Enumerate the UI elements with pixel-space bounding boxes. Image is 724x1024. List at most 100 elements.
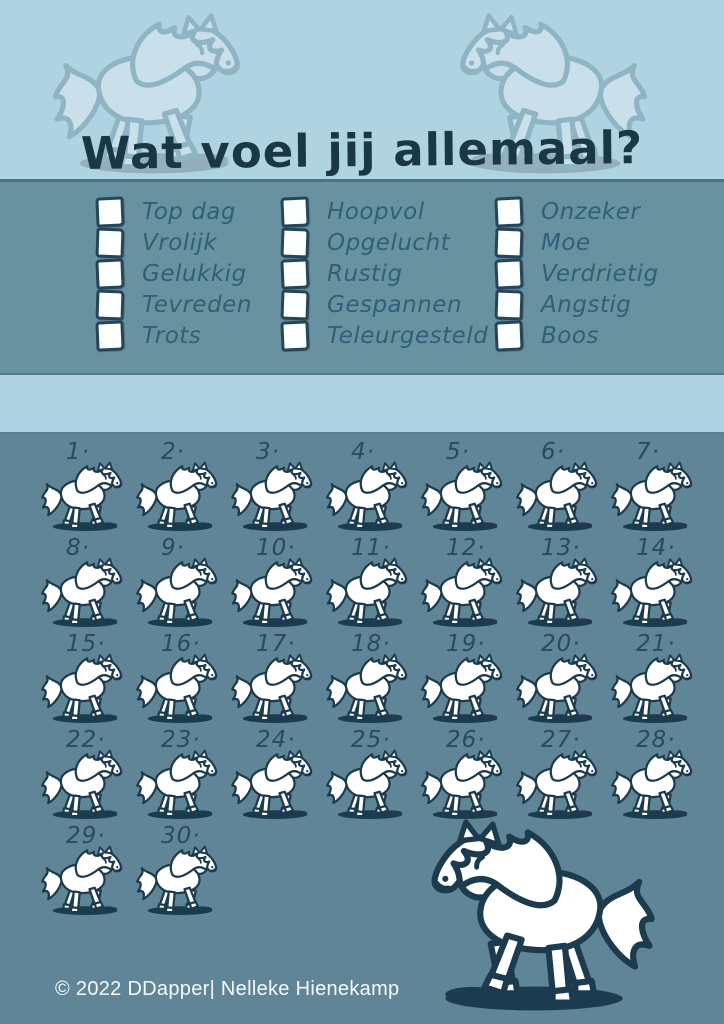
pony-cell-30: 30·	[135, 824, 230, 920]
checkbox-angstig[interactable]	[494, 289, 524, 320]
divider-band	[0, 375, 724, 434]
pony-icon	[422, 750, 502, 819]
feeling-row-rustig: Rustig	[280, 257, 488, 290]
pony-icon	[612, 654, 692, 723]
pony-cell-27: 27·	[515, 728, 610, 824]
pony-number: 20·	[541, 631, 581, 657]
pony-row-4: 22· 23· 24· 25· 26· 27· 28·	[0, 728, 724, 824]
pony-cell-26: 26·	[420, 728, 515, 824]
pony-row-5: 29· 30·	[0, 824, 724, 920]
pony-cell-13: 13·	[515, 536, 610, 632]
pony-number: 2·	[161, 439, 185, 465]
pony-number: 7·	[636, 439, 660, 465]
pony-icon	[612, 462, 692, 531]
pony-icon	[327, 462, 407, 531]
pony-number: 21·	[636, 631, 676, 657]
feeling-label: Tevreden	[142, 291, 252, 318]
pony-counting-grid: 1· 2· 3· 4· 5· 6· 7· 8· 9· 10· 11· 12· 13· 14· 15· 16· 1…	[0, 440, 724, 920]
pony-number: 6·	[541, 439, 565, 465]
pony-cell-16: 16·	[135, 632, 230, 728]
pony-icon	[232, 558, 312, 627]
checkbox-teleurgesteld[interactable]	[280, 319, 310, 352]
pony-number: 17·	[256, 631, 296, 657]
pony-icon	[42, 846, 122, 915]
pony-cell-20: 20·	[515, 632, 610, 728]
pony-icon	[137, 558, 217, 627]
feeling-row-teleurgesteld: Teleurgesteld	[280, 319, 488, 352]
pony-number: 10·	[256, 535, 296, 561]
feeling-label: Trots	[142, 322, 202, 349]
pony-cell-15: 15·	[40, 632, 135, 728]
checkbox-rustig[interactable]	[280, 257, 310, 290]
checkbox-vrolijk[interactable]	[95, 227, 125, 258]
feeling-label: Vrolijk	[142, 229, 218, 256]
feeling-label: Angstig	[541, 291, 632, 318]
feeling-row-trots: Trots	[95, 319, 252, 352]
pony-icon	[232, 462, 312, 531]
pony-row-3: 15· 16· 17· 18· 19· 20· 21·	[0, 632, 724, 728]
pony-cell-9: 9·	[135, 536, 230, 632]
pony-number: 23·	[161, 727, 201, 753]
pony-cell-18: 18·	[325, 632, 420, 728]
pony-icon	[517, 750, 597, 819]
pony-cell-24: 24·	[230, 728, 325, 824]
big-pony-icon	[408, 818, 660, 1016]
pony-icon	[137, 462, 217, 531]
copyright: © 2022 DDapper| Nelleke Hienekamp	[55, 978, 400, 1000]
checkbox-tevreden[interactable]	[95, 289, 125, 320]
checkbox-boos[interactable]	[494, 319, 524, 352]
feeling-row-gelukkig: Gelukkig	[95, 257, 252, 290]
checkbox-gespannen[interactable]	[280, 289, 310, 320]
pony-cell-4: 4·	[325, 440, 420, 536]
feeling-label: Gespannen	[327, 291, 463, 318]
feeling-label: Verdrietig	[541, 260, 659, 287]
checkbox-opgelucht[interactable]	[280, 227, 310, 258]
pony-row-1: 1· 2· 3· 4· 5· 6· 7·	[0, 440, 724, 536]
feeling-row-onzeker: Onzeker	[494, 195, 659, 228]
pony-number: 8·	[66, 535, 90, 561]
pony-cell-11: 11·	[325, 536, 420, 632]
pony-number: 13·	[541, 535, 581, 561]
pony-icon	[422, 558, 502, 627]
pony-icon	[517, 462, 597, 531]
checkbox-onzeker[interactable]	[494, 195, 524, 228]
pony-cell-25: 25·	[325, 728, 420, 824]
pony-number: 22·	[66, 727, 106, 753]
pony-cell-10: 10·	[230, 536, 325, 632]
feeling-label: Boos	[541, 322, 599, 349]
checkbox-trots[interactable]	[95, 319, 125, 352]
pony-icon	[137, 654, 217, 723]
pony-cell-7: 7·	[610, 440, 705, 536]
pony-icon	[42, 750, 122, 819]
feeling-label: Gelukkig	[142, 260, 247, 287]
feeling-row-boos: Boos	[494, 319, 659, 352]
pony-number: 5·	[446, 439, 470, 465]
pony-icon	[612, 558, 692, 627]
feeling-label: Opgelucht	[327, 229, 451, 256]
pony-number: 19·	[446, 631, 486, 657]
pony-icon	[422, 462, 502, 531]
checkbox-moe[interactable]	[494, 227, 524, 258]
pony-number: 25·	[351, 727, 391, 753]
pony-cell-2: 2·	[135, 440, 230, 536]
feelings-column-1: Top dag Vrolijk Gelukkig Tevreden Trots	[95, 195, 252, 352]
pony-icon	[42, 558, 122, 627]
feelings-column-2: Hoopvol Opgelucht Rustig Gespannen Teleurges…	[280, 195, 488, 352]
pony-number: 26·	[446, 727, 486, 753]
pony-number: 24·	[256, 727, 296, 753]
checkbox-verdrietig[interactable]	[494, 257, 524, 290]
pony-cell-21: 21·	[610, 632, 705, 728]
feelings-checklist: Top dag Vrolijk Gelukkig Tevreden Trots Hoopv…	[0, 195, 724, 366]
pony-icon	[232, 750, 312, 819]
checkbox-hoopvol[interactable]	[280, 195, 310, 228]
pony-icon	[42, 654, 122, 723]
pony-cell-29: 29·	[40, 824, 135, 920]
checkbox-gelukkig[interactable]	[95, 257, 125, 290]
pony-cell-6: 6·	[515, 440, 610, 536]
pony-row-2: 8· 9· 10· 11· 12· 13· 14·	[0, 536, 724, 632]
feeling-row-gespannen: Gespannen	[280, 289, 488, 320]
feeling-row-top-dag: Top dag	[95, 195, 252, 228]
checkbox-top-dag[interactable]	[95, 195, 125, 228]
pony-icon	[327, 558, 407, 627]
pony-cell-1: 1·	[40, 440, 135, 536]
